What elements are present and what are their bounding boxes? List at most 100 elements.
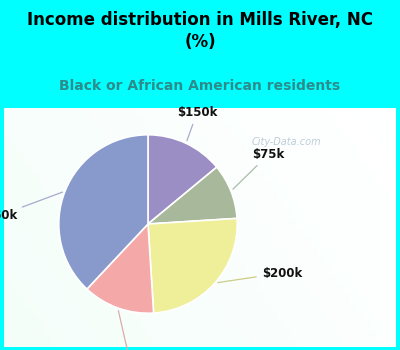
Bar (194, 311, 200, 315)
Bar (135, 251, 141, 255)
Bar (233, 132, 239, 136)
Bar (174, 124, 180, 128)
Bar (50, 343, 56, 346)
Bar (187, 247, 194, 251)
Bar (318, 255, 324, 259)
Bar (96, 192, 102, 196)
Bar (24, 307, 30, 311)
Bar (272, 176, 278, 180)
Bar (278, 112, 285, 117)
Bar (135, 327, 141, 331)
Bar (259, 267, 265, 271)
Bar (344, 343, 350, 346)
Bar (128, 176, 135, 180)
Bar (272, 184, 278, 188)
Bar (311, 128, 318, 132)
Bar (318, 243, 324, 247)
Bar (200, 267, 206, 271)
Bar (344, 267, 350, 271)
Bar (37, 204, 43, 208)
Bar (37, 315, 43, 319)
Bar (50, 132, 56, 136)
Bar (128, 311, 135, 315)
Bar (363, 287, 370, 291)
Bar (265, 251, 272, 255)
Bar (233, 204, 239, 208)
Bar (252, 279, 259, 283)
Bar (206, 144, 213, 148)
Bar (259, 263, 265, 267)
Bar (82, 299, 89, 303)
Bar (43, 219, 50, 224)
Bar (180, 204, 187, 208)
Bar (167, 180, 174, 184)
Bar (331, 275, 337, 279)
Bar (24, 192, 30, 196)
Bar (4, 287, 10, 291)
Bar (10, 331, 17, 335)
Bar (24, 343, 30, 346)
Bar (50, 156, 56, 160)
Bar (50, 291, 56, 295)
Bar (337, 275, 344, 279)
Bar (108, 279, 115, 283)
Bar (285, 212, 292, 216)
Bar (246, 212, 252, 216)
Bar (252, 224, 259, 228)
Bar (82, 335, 89, 338)
Bar (357, 251, 363, 255)
Bar (220, 331, 226, 335)
Bar (265, 144, 272, 148)
Bar (331, 172, 337, 176)
Bar (102, 188, 108, 192)
Bar (206, 331, 213, 335)
Bar (246, 231, 252, 236)
Bar (161, 299, 167, 303)
Bar (220, 200, 226, 204)
Bar (311, 196, 318, 200)
Bar (154, 160, 161, 164)
Bar (24, 271, 30, 275)
Bar (56, 343, 63, 346)
Bar (43, 275, 50, 279)
Bar (69, 172, 76, 176)
Bar (30, 283, 37, 287)
Bar (96, 283, 102, 287)
Bar (233, 287, 239, 291)
Bar (135, 315, 141, 319)
Bar (304, 239, 311, 243)
Bar (30, 196, 37, 200)
Bar (252, 136, 259, 140)
Bar (200, 228, 206, 231)
Bar (30, 279, 37, 283)
Bar (337, 299, 344, 303)
Bar (115, 176, 122, 180)
Bar (239, 200, 246, 204)
Bar (50, 180, 56, 184)
Bar (30, 124, 37, 128)
Bar (265, 271, 272, 275)
Bar (96, 208, 102, 212)
Bar (154, 224, 161, 228)
Bar (102, 136, 108, 140)
Bar (102, 112, 108, 117)
Bar (154, 303, 161, 307)
Bar (200, 255, 206, 259)
Bar (10, 212, 17, 216)
Bar (226, 208, 233, 212)
Bar (390, 164, 396, 168)
Bar (370, 327, 376, 331)
Bar (108, 204, 115, 208)
Bar (43, 335, 50, 338)
Bar (331, 287, 337, 291)
Bar (265, 239, 272, 243)
Bar (30, 184, 37, 188)
Bar (383, 180, 390, 184)
Bar (63, 287, 69, 291)
Bar (259, 287, 265, 291)
Bar (194, 188, 200, 192)
Bar (167, 148, 174, 152)
Bar (331, 231, 337, 236)
Bar (285, 239, 292, 243)
Bar (56, 307, 63, 311)
